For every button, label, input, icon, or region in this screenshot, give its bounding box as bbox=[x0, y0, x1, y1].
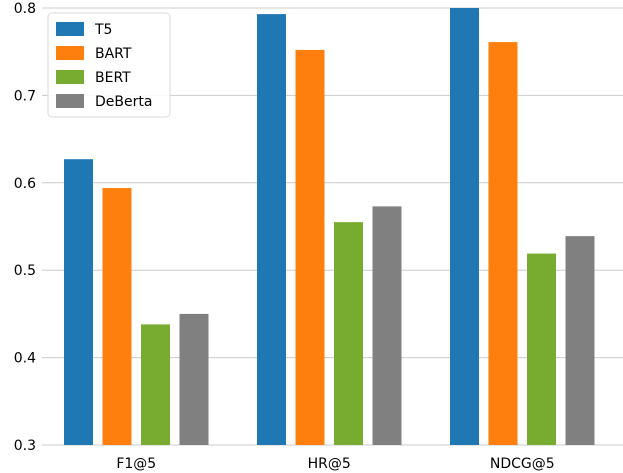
legend-box bbox=[47, 12, 171, 118]
bar-bert-ndcg-at-5 bbox=[527, 253, 556, 445]
legend-swatch-bert bbox=[56, 70, 84, 84]
bar-t5-hr-at-5 bbox=[257, 14, 286, 445]
y-tick-label: 0.6 bbox=[14, 176, 36, 192]
legend-swatch-bart bbox=[56, 46, 84, 60]
legend-label-bert: BERT bbox=[95, 70, 131, 86]
legend-label-t5: T5 bbox=[94, 22, 112, 38]
bar-bart-ndcg-at-5 bbox=[488, 42, 518, 445]
x-tick-label: F1@5 bbox=[116, 456, 156, 472]
y-tick-label: 0.7 bbox=[14, 88, 36, 104]
bar-bart-f1-at-5 bbox=[102, 188, 132, 445]
legend-label-bart: BART bbox=[95, 46, 132, 62]
x-tick-label: NDCG@5 bbox=[490, 456, 555, 472]
bar-bert-hr-at-5 bbox=[334, 222, 363, 445]
y-tick-label: 0.4 bbox=[14, 351, 36, 367]
legend-label-deberta: DeBerta bbox=[95, 94, 152, 110]
bar-deberta-ndcg-at-5 bbox=[565, 236, 595, 445]
y-tick-label: 0.8 bbox=[14, 1, 36, 17]
legend-swatch-t5 bbox=[56, 22, 84, 36]
x-tick-label: HR@5 bbox=[308, 456, 351, 472]
bar-t5-ndcg-at-5 bbox=[450, 8, 479, 445]
bar-bart-hr-at-5 bbox=[295, 49, 325, 446]
bar-deberta-f1-at-5 bbox=[179, 313, 209, 445]
bar-bert-f1-at-5 bbox=[141, 324, 170, 445]
y-tick-label: 0.5 bbox=[14, 263, 36, 279]
legend-swatch-deberta bbox=[56, 94, 84, 108]
bars bbox=[64, 8, 595, 446]
bar-t5-f1-at-5 bbox=[64, 159, 93, 445]
y-tick-label: 0.3 bbox=[14, 438, 36, 454]
legend: T5 BART BERT DeBerta bbox=[47, 12, 171, 118]
bar-deberta-hr-at-5 bbox=[372, 206, 402, 445]
axes: 0.3 0.4 0.5 0.6 0.7 0.8 F1@5 HR@5 NDCG@5 bbox=[14, 1, 555, 472]
